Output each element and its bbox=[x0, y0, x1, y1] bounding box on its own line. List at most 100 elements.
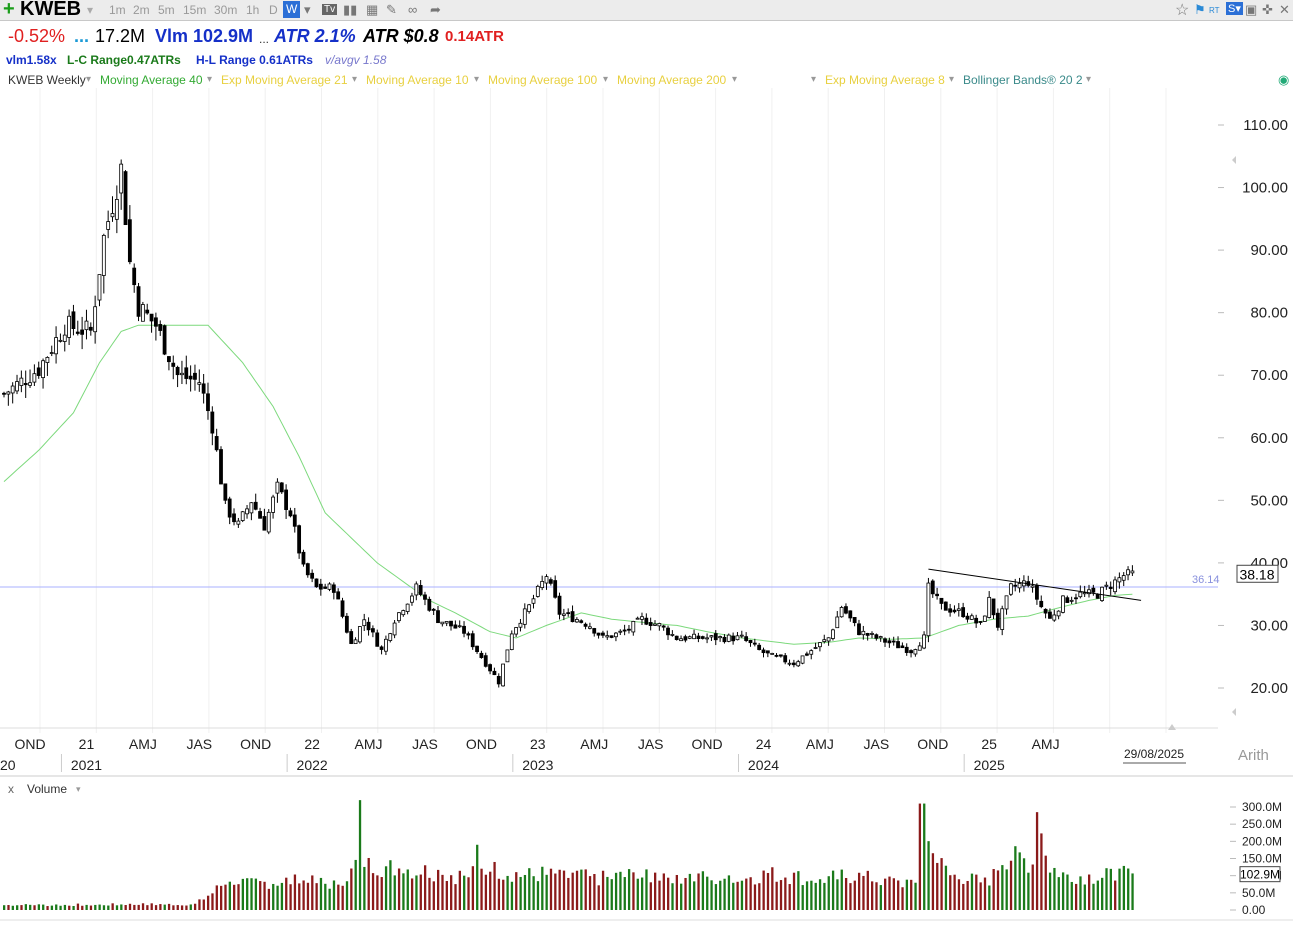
close-icon[interactable]: ✕ bbox=[1279, 2, 1290, 17]
volume-bar bbox=[423, 865, 427, 910]
tf-5m[interactable]: 5m bbox=[158, 3, 175, 17]
scroll-right-icon[interactable] bbox=[1168, 724, 1176, 730]
volume-value: 17.2M bbox=[95, 26, 146, 46]
pin-icon[interactable]: ✜ bbox=[1262, 2, 1273, 17]
tf-30m[interactable]: 30m bbox=[214, 3, 238, 17]
candle bbox=[948, 603, 953, 617]
volume-bar bbox=[107, 905, 110, 910]
volume-bar bbox=[541, 866, 544, 910]
candle bbox=[974, 614, 979, 628]
tf-1h[interactable]: 1h bbox=[246, 3, 260, 17]
scroll-up-icon[interactable] bbox=[1232, 156, 1236, 164]
volume-bar bbox=[102, 905, 106, 910]
volume-bar bbox=[24, 904, 27, 910]
candle bbox=[288, 507, 293, 518]
tf-w[interactable]: W bbox=[283, 1, 301, 18]
legend-bollinger[interactable]: Bollinger Bands® 20 2 bbox=[963, 73, 1083, 87]
volume-bar bbox=[1105, 868, 1108, 910]
tv-icon[interactable]: Tv bbox=[322, 4, 338, 15]
link-icon[interactable]: ∞ bbox=[408, 2, 418, 17]
volume-bar bbox=[1014, 846, 1017, 910]
candle bbox=[410, 592, 414, 606]
volume-bar bbox=[285, 877, 288, 910]
legend-ema21[interactable]: Exp Moving Average 21 bbox=[221, 73, 348, 87]
legend-ma10[interactable]: Moving Average 10 bbox=[366, 73, 469, 87]
candle bbox=[140, 301, 145, 322]
last-volume-label: 102.9M bbox=[1240, 868, 1280, 882]
volume-close-icon[interactable]: x bbox=[8, 782, 14, 796]
scale-mode-label[interactable]: Arith bbox=[1238, 747, 1269, 764]
candle bbox=[158, 320, 163, 336]
star-icon[interactable]: ☆ bbox=[1175, 2, 1190, 19]
candle bbox=[392, 620, 397, 639]
bars-icon[interactable]: ▮▮ bbox=[343, 2, 358, 17]
legend-ma100[interactable]: Moving Average 100 bbox=[488, 73, 598, 87]
plus-icon[interactable]: + bbox=[3, 0, 15, 20]
more-dots-2[interactable]: ... bbox=[259, 32, 270, 46]
grid-icon[interactable]: ▦ bbox=[366, 2, 379, 17]
time-axis[interactable]: OND 21 2021 AMJ JAS OND 22 2022 AMJ JAS OND 23 2023 A… bbox=[0, 724, 1218, 773]
rt-flag-icon[interactable]: ⚑ bbox=[1194, 2, 1206, 17]
volume-bar bbox=[675, 874, 678, 910]
tf-15m[interactable]: 15m bbox=[183, 3, 207, 17]
symbol-label[interactable]: KWEB bbox=[20, 0, 82, 20]
dropdown-icon[interactable]: ▾ bbox=[603, 74, 609, 85]
dropdown-icon[interactable]: ▾ bbox=[76, 784, 81, 794]
candle bbox=[614, 632, 618, 642]
pencil-icon[interactable]: ✎ bbox=[386, 2, 397, 17]
x-year-label: 2022 bbox=[297, 757, 328, 773]
candle bbox=[679, 635, 683, 642]
more-dots[interactable]: ... bbox=[74, 26, 90, 46]
candle bbox=[904, 643, 909, 656]
chart-area[interactable]: 36.14 110.00 100.00 90.00 80.00 70.00 60.00 50… bbox=[0, 88, 1293, 928]
save-icon[interactable]: ▣ bbox=[1245, 2, 1258, 17]
volume-bar bbox=[562, 870, 566, 910]
globe-icon[interactable]: ◉ bbox=[1278, 72, 1290, 87]
legend-ma40[interactable]: Moving Average 40 bbox=[100, 73, 203, 87]
candle bbox=[297, 524, 302, 559]
dropdown-icon[interactable]: ▾ bbox=[304, 2, 311, 17]
tf-1m[interactable]: 1m bbox=[109, 3, 126, 17]
candle bbox=[770, 652, 775, 655]
x-tick-label: JAS bbox=[412, 736, 438, 752]
volume-bar bbox=[306, 882, 310, 910]
dropdown-icon[interactable]: ▾ bbox=[949, 74, 955, 85]
candle bbox=[75, 320, 80, 336]
volume-bar bbox=[884, 878, 887, 910]
tf-d[interactable]: D bbox=[269, 3, 278, 17]
candle bbox=[561, 608, 566, 621]
share-icon[interactable]: ➦ bbox=[430, 2, 441, 17]
scroll-down-icon[interactable] bbox=[1232, 708, 1236, 716]
chart-name-label[interactable]: KWEB Weekly bbox=[8, 73, 86, 87]
dropdown-icon[interactable]: ▾ bbox=[474, 74, 480, 85]
s-icon[interactable]: S▾ bbox=[1226, 2, 1243, 15]
legend-ma200[interactable]: Moving Average 200 bbox=[617, 73, 727, 87]
legend-ema8[interactable]: Exp Moving Average 8 bbox=[825, 73, 945, 87]
price-axis[interactable]: 110.00100.0090.0080.0070.0060.0050.0040.… bbox=[1218, 117, 1288, 764]
dropdown-icon[interactable]: ▾ bbox=[86, 74, 92, 85]
candle bbox=[210, 406, 215, 446]
candle bbox=[119, 159, 124, 210]
candle bbox=[436, 606, 440, 624]
candle bbox=[783, 652, 788, 665]
candle bbox=[214, 428, 219, 452]
ma40-path bbox=[3, 324, 1133, 645]
tf-2m[interactable]: 2m bbox=[133, 3, 150, 17]
volume-bar bbox=[983, 877, 987, 910]
candle bbox=[692, 629, 696, 640]
trendline-path[interactable] bbox=[928, 568, 1142, 601]
dropdown-icon[interactable]: ▾ bbox=[87, 3, 94, 17]
dropdown-icon[interactable]: ▾ bbox=[811, 74, 817, 85]
volume-title[interactable]: Volume bbox=[27, 782, 67, 796]
volume-bar bbox=[849, 883, 852, 910]
volume-bar bbox=[1005, 869, 1008, 910]
volume-bar bbox=[237, 884, 240, 910]
candle bbox=[601, 630, 605, 639]
volume-bar bbox=[489, 871, 492, 910]
dropdown-icon[interactable]: ▾ bbox=[207, 74, 213, 85]
trendline[interactable] bbox=[928, 568, 1142, 601]
dropdown-icon[interactable]: ▾ bbox=[352, 74, 358, 85]
dropdown-icon[interactable]: ▾ bbox=[732, 74, 738, 85]
candle bbox=[123, 170, 128, 226]
dropdown-icon[interactable]: ▾ bbox=[1086, 74, 1092, 85]
